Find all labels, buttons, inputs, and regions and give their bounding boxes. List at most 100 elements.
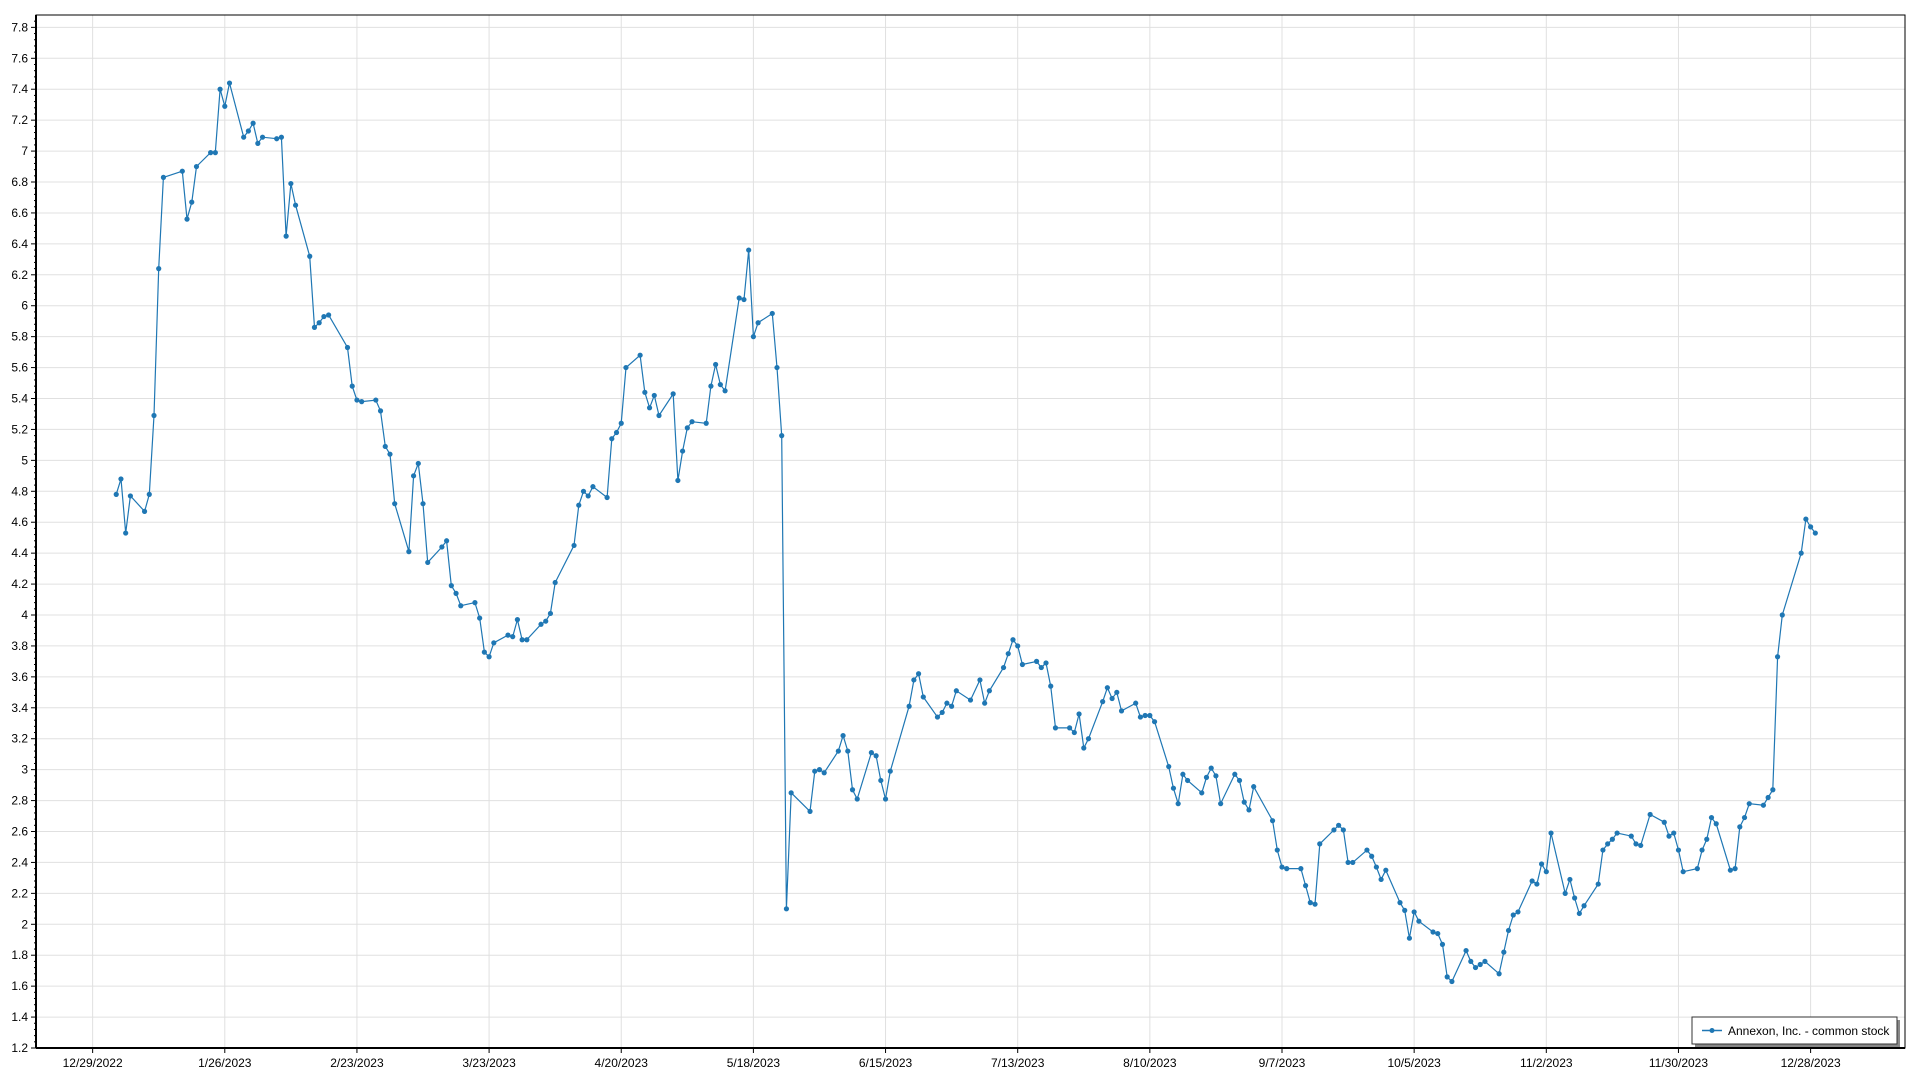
data-point [746,247,752,253]
data-point [651,392,657,399]
data-point [1737,824,1743,830]
data-point [316,320,322,326]
data-point [118,476,124,482]
data-point [382,443,388,450]
data-point [1000,664,1007,671]
x-tick-label: 8/10/2023 [1123,1056,1177,1070]
data-point [141,508,148,514]
data-point [1269,818,1276,824]
data-point [1246,807,1252,813]
y-tick-label: 2.4 [11,855,28,869]
data-point [1114,689,1120,695]
data-point [491,640,497,646]
data-point [481,649,487,655]
data-point [278,134,285,140]
data-point [1336,822,1342,828]
data-point [750,334,756,340]
data-point [477,615,483,621]
y-tick-label: 7.6 [11,51,28,65]
data-point [986,688,992,694]
data-point [241,134,247,140]
data-point [576,502,582,508]
y-tick-label: 3 [21,763,28,777]
data-point [538,621,544,627]
data-point [1510,912,1516,918]
data-point [835,748,841,754]
data-point [1104,685,1110,691]
y-tick-label: 5 [21,453,28,467]
data-point [1515,909,1521,915]
data-point [514,617,521,623]
y-tick-label: 7.4 [11,82,28,96]
legend: Annexon, Inc. - common stock [1691,1016,1900,1047]
y-tick-label: 3.2 [11,732,28,746]
data-point [259,134,266,140]
data-point [1505,927,1512,934]
data-point [212,150,218,156]
data-point [637,352,643,358]
data-point [580,488,587,494]
data-point [1369,853,1375,859]
data-point [1100,699,1106,705]
data-point [1085,736,1092,742]
y-tick-label: 4 [21,608,28,622]
data-point [953,688,959,694]
y-tick-label: 3.8 [11,639,28,653]
data-point [1298,866,1304,872]
data-point [1765,794,1771,801]
data-point [146,491,152,497]
data-point [1397,900,1403,906]
data-point [1803,516,1809,522]
data-point [1501,949,1507,955]
data-point [741,296,747,303]
data-point [816,767,823,773]
data-point [1628,833,1634,839]
data-point [703,420,709,426]
y-tick-label: 7.2 [11,113,28,127]
data-point [887,768,893,774]
data-point [1708,814,1715,821]
data-point [1661,819,1667,825]
data-point [1529,878,1535,884]
data-point [321,313,327,320]
data-point [713,361,719,368]
data-point [915,671,922,677]
data-point [1378,876,1384,883]
data-point [1170,785,1177,791]
data-point [1251,784,1257,790]
data-point [524,637,530,643]
data-point [736,295,742,301]
series-line [115,82,1816,983]
data-point [222,103,228,109]
data-point [425,559,431,566]
y-tick-label: 5.2 [11,422,28,436]
data-point [982,700,988,706]
data-point [292,202,299,208]
data-point [1694,866,1700,872]
data-point [821,770,827,776]
data-point [1350,859,1356,866]
data-point [1071,729,1077,736]
data-point [689,419,695,425]
data-point [1435,930,1441,937]
data-point [349,383,355,389]
data-point [571,542,577,549]
data-point [878,777,884,784]
y-tick-label: 1.2 [11,1041,28,1055]
data-point [944,700,950,706]
data-point [1345,859,1351,866]
data-point [1732,866,1738,872]
data-point [656,412,662,419]
y-tick-label: 5.6 [11,361,28,375]
data-point [845,748,851,754]
y-tick-label: 4.2 [11,577,28,591]
data-point [1284,866,1290,872]
data-point [160,174,167,180]
data-point [1302,883,1309,889]
data-point [783,906,790,912]
data-point [217,86,223,92]
x-tick-label: 3/23/2023 [462,1056,516,1070]
data-point [410,473,417,479]
y-tick-label: 1.6 [11,979,28,993]
y-tick-label: 6.2 [11,268,28,282]
